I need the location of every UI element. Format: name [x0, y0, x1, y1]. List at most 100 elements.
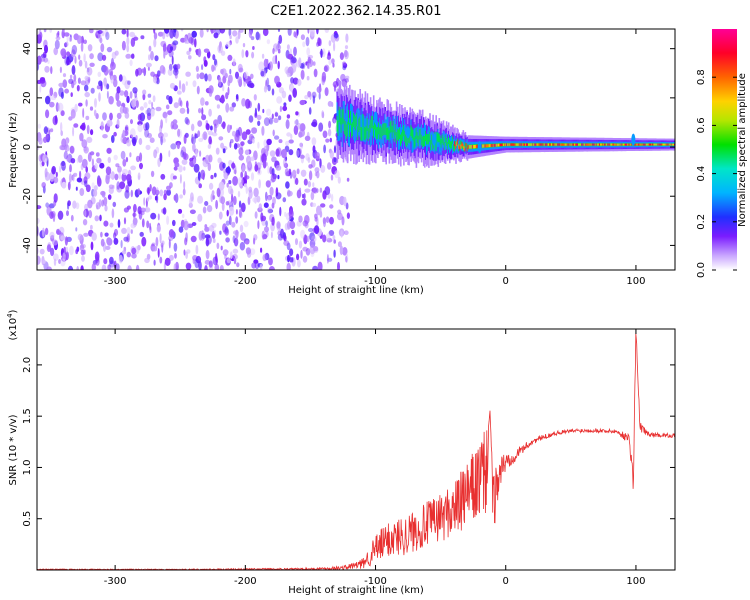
- noise-speckle: [254, 161, 257, 166]
- signal-cell: [436, 132, 439, 142]
- signal-cell: [493, 143, 496, 147]
- noise-speckle: [69, 245, 74, 256]
- noise-speckle: [287, 220, 291, 230]
- noise-speckle: [157, 213, 160, 221]
- noise-speckle: [212, 54, 216, 61]
- noise-speckle: [218, 76, 222, 87]
- noise-speckle: [148, 54, 151, 61]
- noise-speckle: [289, 171, 293, 179]
- signal-cell: [531, 143, 533, 146]
- noise-speckle: [269, 186, 274, 196]
- noise-speckle: [328, 120, 332, 129]
- noise-speckle: [49, 101, 55, 108]
- noise-speckle: [60, 235, 66, 241]
- noise-speckle: [312, 61, 316, 66]
- signal-cell: [482, 144, 484, 148]
- signal-cell: [343, 101, 346, 131]
- noise-speckle: [185, 118, 190, 126]
- noise-speckle: [146, 220, 150, 229]
- noise-speckle: [146, 107, 152, 117]
- signal-cell: [543, 143, 546, 146]
- noise-speckle: [237, 29, 241, 40]
- colorbar: 0.0 0.2 0.4 0.6 0.8 Normalized spectral ampl…: [696, 29, 748, 278]
- noise-speckle: [162, 111, 168, 119]
- noise-speckle: [208, 260, 213, 268]
- noise-speckle: [307, 157, 311, 163]
- noise-speckle: [154, 55, 159, 62]
- noise-speckle: [286, 72, 291, 78]
- noise-speckle: [251, 262, 257, 269]
- noise-speckle: [63, 32, 70, 37]
- signal-cell: [630, 143, 632, 146]
- noise-speckle: [165, 104, 170, 110]
- noise-speckle: [244, 170, 248, 181]
- noise-speckle: [42, 259, 46, 264]
- noise-speckle: [98, 80, 103, 87]
- noise-speckle: [327, 100, 333, 107]
- signal-cell: [484, 144, 486, 148]
- noise-speckle: [108, 187, 114, 194]
- noise-speckle: [329, 150, 334, 159]
- noise-speckle: [300, 249, 303, 259]
- noise-speckle: [130, 119, 133, 125]
- noise-speckle: [83, 232, 89, 237]
- noise-speckle: [125, 126, 128, 131]
- noise-speckle: [172, 175, 177, 180]
- noise-speckle: [250, 36, 255, 41]
- noise-speckle: [238, 208, 242, 218]
- signal-cell: [561, 143, 564, 146]
- signal-cell: [565, 143, 568, 146]
- noise-speckle: [243, 71, 249, 79]
- noise-speckle: [248, 186, 253, 193]
- noise-speckle: [228, 185, 233, 195]
- noise-speckle: [61, 138, 67, 148]
- signal-cell: [347, 116, 350, 146]
- noise-speckle: [300, 69, 305, 80]
- noise-speckle: [144, 207, 151, 213]
- noise-speckle: [134, 90, 138, 99]
- noise-speckle: [46, 244, 52, 253]
- noise-speckle: [166, 95, 170, 100]
- signal-cell: [515, 143, 518, 146]
- noise-speckle: [316, 86, 322, 93]
- noise-speckle: [85, 166, 88, 173]
- noise-speckle: [114, 173, 119, 181]
- signal-cell: [668, 143, 671, 146]
- noise-speckle: [150, 71, 156, 77]
- noise-speckle: [263, 202, 269, 208]
- noise-speckle: [135, 100, 139, 108]
- signal-cell: [469, 145, 472, 149]
- noise-speckle: [64, 236, 68, 246]
- noise-speckle: [44, 227, 49, 235]
- signal-cell: [459, 146, 461, 151]
- noise-speckle: [80, 80, 87, 86]
- noise-speckle: [262, 108, 265, 114]
- noise-speckle: [105, 173, 111, 180]
- noise-speckle: [345, 202, 349, 210]
- noise-speckle: [229, 68, 232, 75]
- noise-speckle: [215, 199, 219, 210]
- noise-speckle: [261, 153, 267, 164]
- noise-speckle: [100, 231, 103, 238]
- noise-speckle: [271, 216, 275, 226]
- noise-speckle: [239, 224, 244, 233]
- noise-speckle: [231, 162, 236, 169]
- noise-speckle: [222, 121, 226, 130]
- noise-speckle: [112, 201, 117, 208]
- signal-cell: [564, 143, 567, 146]
- noise-speckle: [211, 64, 215, 73]
- noise-speckle: [215, 147, 220, 155]
- noise-speckle: [298, 57, 302, 67]
- noise-speckle: [42, 227, 45, 238]
- noise-speckle: [325, 233, 331, 241]
- noise-speckle: [296, 168, 300, 175]
- noise-speckle: [237, 76, 242, 85]
- noise-speckle: [322, 234, 327, 243]
- noise-speckle: [315, 152, 320, 160]
- noise-speckle: [65, 59, 71, 65]
- noise-speckle: [196, 73, 200, 80]
- noise-speckle: [271, 168, 275, 176]
- noise-speckle: [191, 123, 195, 132]
- noise-speckle: [245, 50, 249, 58]
- signal-cell: [509, 143, 511, 146]
